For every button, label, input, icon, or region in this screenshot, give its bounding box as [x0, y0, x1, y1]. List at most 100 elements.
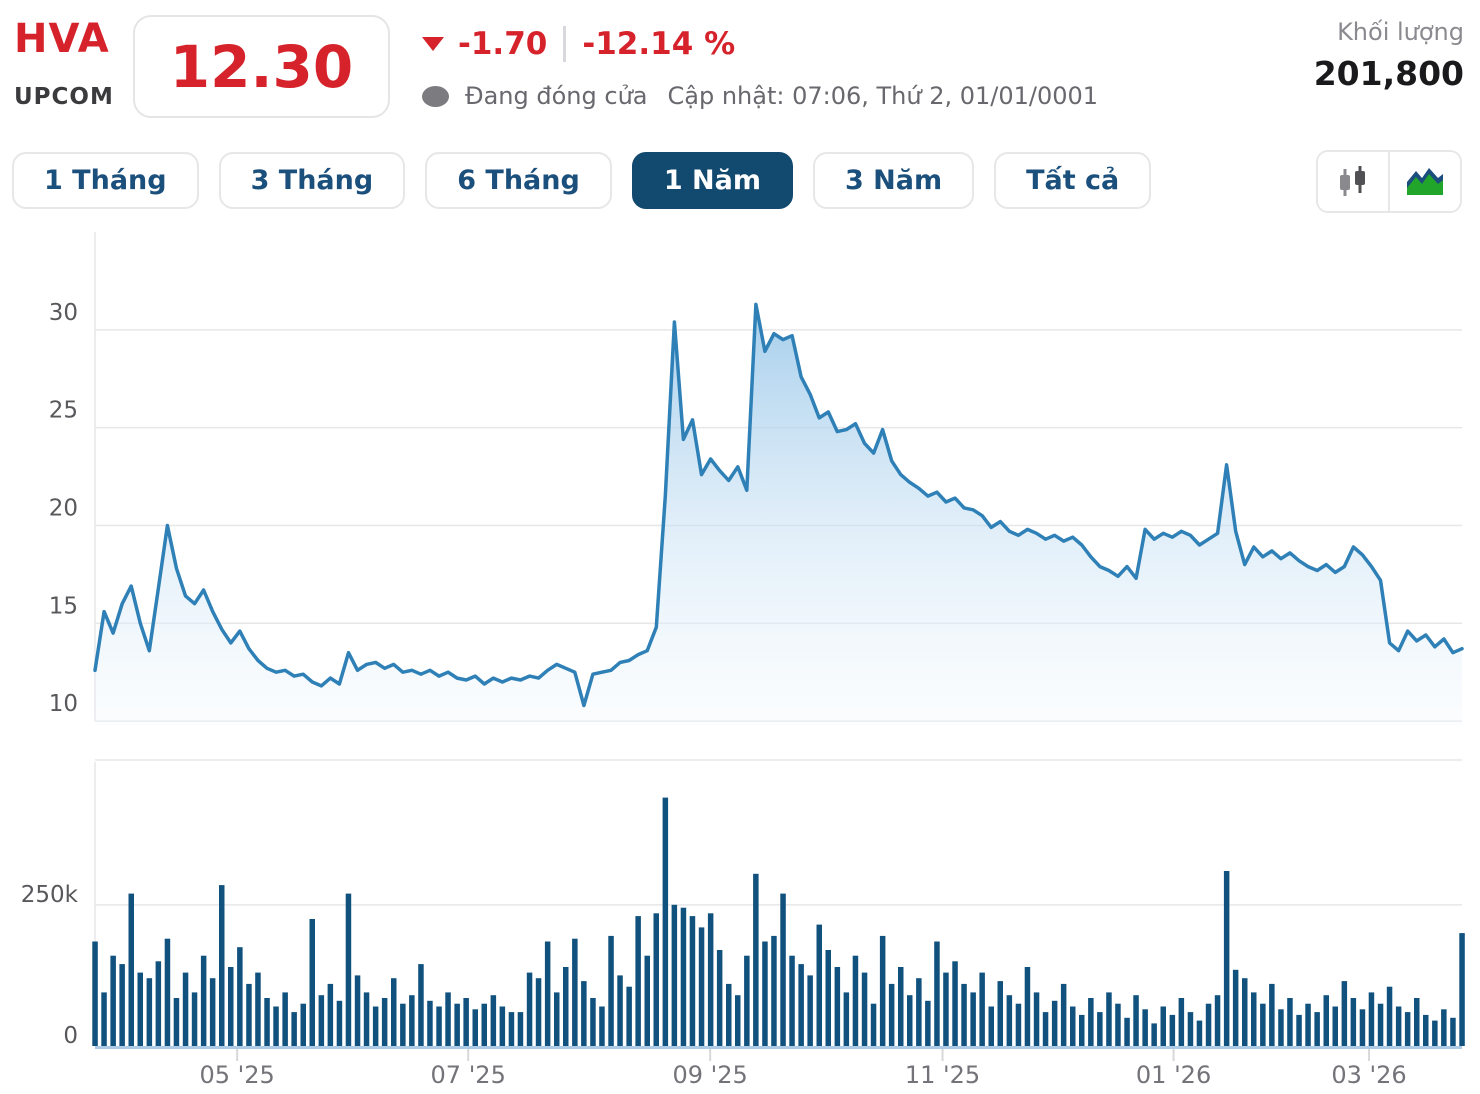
volume-bar	[101, 992, 107, 1046]
volume-bar	[1106, 992, 1112, 1046]
volume-bar	[318, 995, 325, 1046]
current-price-box: 12.30	[133, 15, 390, 118]
volume-bar	[716, 950, 723, 1046]
tab-1-nam[interactable]: 1 Năm	[631, 152, 793, 209]
volume-bar	[110, 955, 116, 1046]
volume-bar	[508, 1012, 515, 1046]
volume-bar	[128, 893, 134, 1046]
volume-bar	[1278, 1009, 1284, 1046]
volume-bar	[219, 885, 225, 1046]
change-percent: -12.14 %	[582, 26, 736, 62]
volume-bar	[146, 978, 153, 1046]
volume-bar	[164, 938, 171, 1046]
volume-bar	[735, 995, 741, 1046]
current-price: 12.30	[169, 32, 354, 101]
volume-bar	[300, 1003, 306, 1046]
volume-bar	[943, 972, 949, 1046]
volume-bar	[879, 935, 886, 1046]
volume-bar	[1441, 1009, 1447, 1046]
volume-bar	[979, 972, 985, 1046]
tab-3-thang[interactable]: 3 Tháng	[218, 152, 406, 209]
volume-block: Khối lượng 201,800	[1314, 18, 1464, 93]
volume-bar	[400, 1003, 406, 1046]
volume-bar	[870, 1003, 877, 1046]
volume-bar	[472, 1009, 478, 1046]
divider	[563, 26, 567, 62]
tab-1-thang[interactable]: 1 Tháng	[12, 152, 199, 209]
volume-bar	[1133, 995, 1139, 1046]
volume-bar	[499, 1006, 506, 1046]
volume-bar	[191, 992, 198, 1046]
volume-bar	[264, 998, 270, 1046]
volume-bar	[888, 983, 895, 1046]
volume-bar	[554, 992, 560, 1046]
volume-bar	[997, 981, 1003, 1046]
volume-bar	[1377, 1003, 1384, 1046]
volume-bar	[273, 1006, 279, 1046]
volume-bar	[228, 967, 234, 1046]
volume-bar	[816, 924, 822, 1046]
divider	[1388, 152, 1390, 211]
change-value: -1.70	[458, 26, 548, 62]
volume-bar	[255, 972, 261, 1046]
volume-bar	[680, 907, 687, 1046]
volume-bar	[1450, 1017, 1456, 1046]
volume-bar	[1251, 992, 1257, 1046]
volume-bar	[925, 1000, 931, 1046]
volume-bar	[345, 893, 352, 1046]
y-axis-label: 20	[49, 495, 78, 521]
volume-bar	[282, 992, 288, 1046]
volume-bar	[1169, 1014, 1176, 1046]
volume-bar	[689, 916, 696, 1046]
volume-bar	[1178, 998, 1185, 1046]
exchange-label: UPCOM	[14, 84, 114, 110]
volume-bar	[427, 1000, 433, 1046]
volume-bar	[1033, 992, 1040, 1046]
volume-bar	[1024, 967, 1031, 1046]
volume-bar	[1350, 998, 1357, 1046]
volume-bar	[970, 992, 976, 1046]
y-axis-label: 25	[49, 398, 78, 424]
volume-bar	[535, 978, 542, 1046]
volume-label: Khối lượng	[1337, 18, 1464, 46]
volume-bar	[798, 964, 804, 1046]
volume-bar	[200, 955, 207, 1046]
tab-tat-ca[interactable]: Tất cả	[994, 152, 1152, 209]
volume-bar	[327, 983, 334, 1046]
volume-bar	[309, 919, 315, 1046]
x-axis-label: 01 '26	[1136, 1061, 1211, 1089]
volume-bar	[544, 941, 551, 1046]
volume-bar	[436, 1006, 442, 1046]
volume-chart[interactable]: 250k 0 05 '25 07 '25 09 '25 11 '25 01 '26 03 '2…	[21, 759, 1465, 1089]
volume-bar	[209, 978, 216, 1046]
volume-bar	[182, 972, 189, 1046]
area-view-button[interactable]	[1390, 152, 1460, 211]
price-chart[interactable]: 30 25 20 15 10	[49, 232, 1464, 725]
price-change-row: -1.70 -12.14 %	[422, 26, 735, 62]
volume-bar	[1079, 1014, 1085, 1046]
volume-bar	[1214, 995, 1221, 1046]
volume-bar	[1287, 998, 1293, 1046]
volume-bar	[409, 995, 415, 1046]
volume-bar	[1432, 1020, 1438, 1046]
volume-bar	[1359, 1009, 1366, 1046]
volume-bar	[336, 1000, 343, 1046]
candlestick-view-button[interactable]	[1318, 152, 1388, 211]
volume-bar	[825, 950, 831, 1046]
volume-bar	[1341, 981, 1348, 1046]
volume-bar	[726, 983, 732, 1046]
volume-bar	[1187, 1012, 1194, 1046]
volume-bar	[1060, 983, 1067, 1046]
market-status-row: Đang đóng cửa Cập nhật: 07:06, Thứ 2, 01…	[422, 82, 1098, 110]
y-axis-label: 30	[49, 300, 78, 326]
volume-bar	[1232, 969, 1239, 1046]
volume-bar	[762, 941, 768, 1046]
tab-6-thang[interactable]: 6 Tháng	[425, 152, 612, 209]
volume-bar	[246, 983, 252, 1046]
tab-3-nam[interactable]: 3 Năm	[812, 152, 975, 209]
candlestick-icon	[1340, 165, 1365, 196]
y-axis-label: 250k	[21, 882, 79, 908]
volume-bar	[1142, 1009, 1148, 1046]
volume-bar	[780, 893, 786, 1046]
